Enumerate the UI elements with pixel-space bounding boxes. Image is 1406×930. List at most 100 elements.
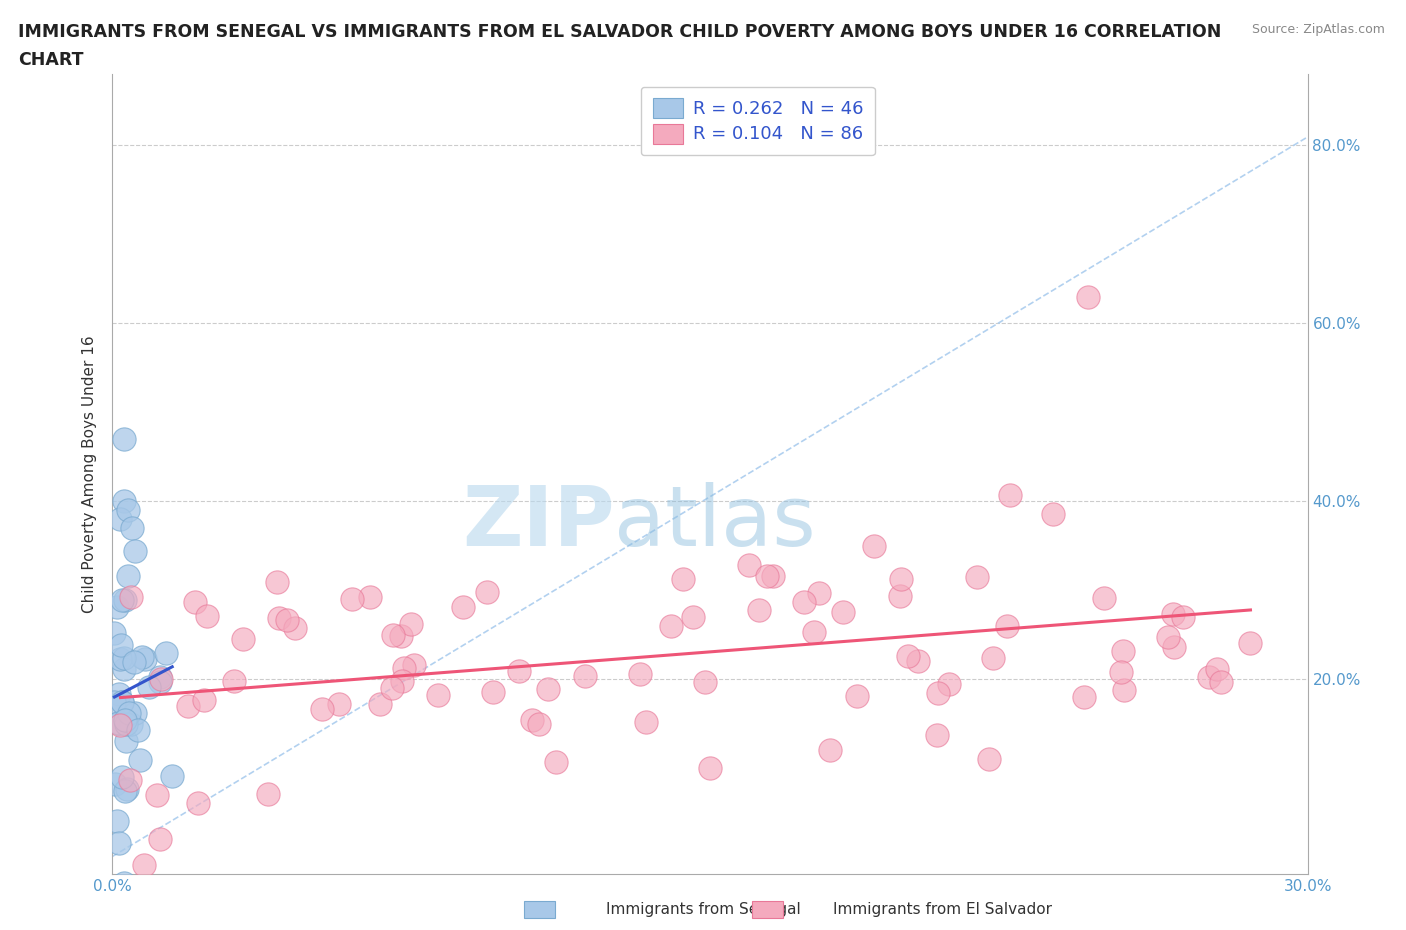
Point <box>748 603 770 618</box>
Point <box>793 595 815 610</box>
Point <box>966 569 988 584</box>
Point <box>738 557 761 572</box>
Point <box>120 716 142 731</box>
Point <box>267 610 290 625</box>
Point <box>382 628 405 643</box>
Point <box>1198 670 1220 684</box>
Point <box>381 680 404 695</box>
Text: Immigrants from Senegal: Immigrants from Senegal <box>606 902 800 917</box>
Point <box>907 653 929 668</box>
Legend: R = 0.262   N = 46, R = 0.104   N = 86: R = 0.262 N = 46, R = 0.104 N = 86 <box>641 86 875 155</box>
Point <box>187 796 209 811</box>
Point <box>193 693 215 708</box>
Point <box>149 831 172 846</box>
Point <box>1163 606 1185 621</box>
Point <box>110 512 132 526</box>
Text: Source: ZipAtlas.com: Source: ZipAtlas.com <box>1251 23 1385 36</box>
Point <box>634 714 657 729</box>
Point <box>527 716 550 731</box>
Point <box>120 773 142 788</box>
Text: atlas: atlas <box>614 482 815 563</box>
Point <box>693 674 716 689</box>
Point <box>103 626 125 641</box>
Point <box>111 695 134 710</box>
Point <box>110 638 132 653</box>
Text: CHART: CHART <box>18 51 84 69</box>
Point <box>114 432 135 446</box>
Point <box>1077 289 1099 304</box>
Point <box>451 600 474 615</box>
Point <box>111 770 134 785</box>
Point <box>149 670 172 684</box>
Point <box>115 781 138 796</box>
Point <box>120 590 142 604</box>
Point <box>114 592 136 607</box>
Point <box>399 616 422 631</box>
Text: Immigrants from El Salvador: Immigrants from El Salvador <box>832 902 1052 917</box>
Point <box>672 572 695 587</box>
Point <box>122 655 145 670</box>
Point <box>138 679 160 694</box>
Point <box>389 629 412 644</box>
Point <box>110 902 132 917</box>
Point <box>232 631 254 646</box>
Point <box>105 600 128 615</box>
Point <box>222 674 245 689</box>
Point <box>266 575 288 590</box>
Point <box>630 666 652 681</box>
Point <box>1112 683 1135 698</box>
Point <box>544 754 567 769</box>
Point <box>938 676 960 691</box>
Point <box>134 652 156 667</box>
Point <box>818 742 841 757</box>
Point <box>537 682 560 697</box>
Point <box>107 687 129 702</box>
Point <box>110 718 132 733</box>
Point <box>927 685 949 700</box>
Point <box>176 698 198 713</box>
Point <box>574 668 596 683</box>
Point <box>427 687 450 702</box>
Text: IMMIGRANTS FROM SENEGAL VS IMMIGRANTS FROM EL SALVADOR CHILD POVERTY AMONG BOYS : IMMIGRANTS FROM SENEGAL VS IMMIGRANTS FR… <box>18 23 1222 41</box>
Point <box>108 715 131 730</box>
Point <box>118 705 141 720</box>
Point <box>659 619 682 634</box>
Point <box>981 651 1004 666</box>
Point <box>762 569 785 584</box>
Point <box>699 760 721 775</box>
Point <box>134 857 156 872</box>
Point <box>160 769 183 784</box>
Point <box>890 572 912 587</box>
Point <box>1092 591 1115 605</box>
Point <box>1209 675 1232 690</box>
Point <box>475 585 498 600</box>
Point <box>1239 635 1261 650</box>
Point <box>117 569 139 584</box>
Point <box>195 608 218 623</box>
Point <box>808 586 831 601</box>
Point <box>114 494 135 509</box>
Point <box>404 658 426 672</box>
Point <box>927 727 949 742</box>
Point <box>862 538 884 553</box>
Point <box>682 610 704 625</box>
Point <box>108 836 131 851</box>
Point <box>114 712 136 727</box>
Point <box>114 876 135 891</box>
Point <box>1163 639 1185 654</box>
Point <box>184 594 207 609</box>
Point <box>110 593 132 608</box>
Point <box>114 662 136 677</box>
Point <box>520 713 543 728</box>
Point <box>995 618 1018 633</box>
Point <box>155 646 177 661</box>
Point <box>1112 644 1135 658</box>
Point <box>998 487 1021 502</box>
Point <box>508 663 530 678</box>
Point <box>146 788 169 803</box>
Point <box>111 695 134 710</box>
Point <box>897 648 920 663</box>
Point <box>370 697 392 711</box>
Point <box>131 649 153 664</box>
Point <box>107 715 129 730</box>
